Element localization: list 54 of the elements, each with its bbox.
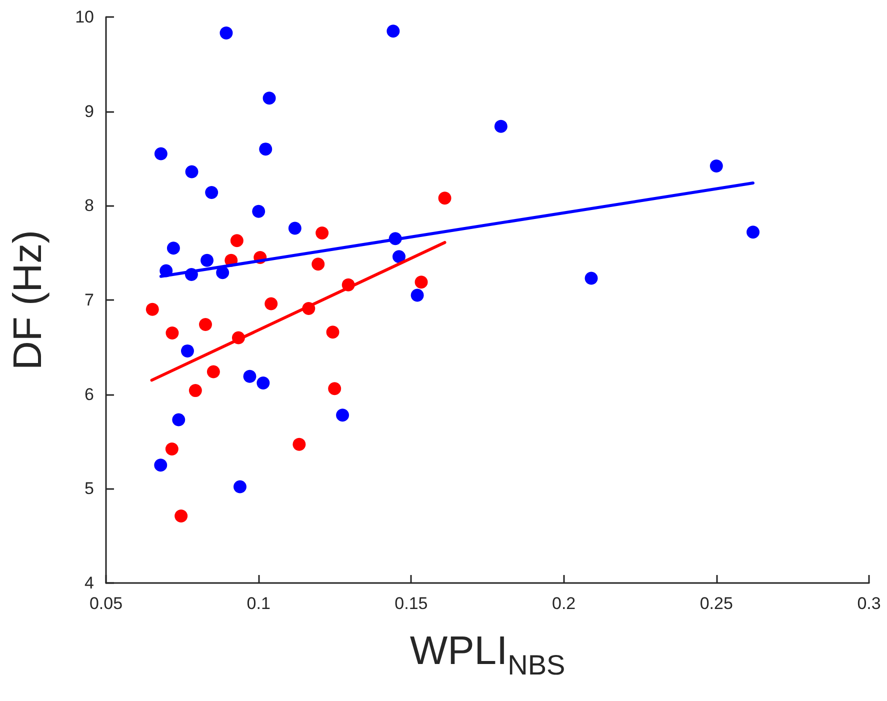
point	[494, 120, 508, 133]
point	[256, 376, 270, 390]
point	[326, 326, 340, 339]
point	[262, 92, 276, 105]
point	[220, 26, 233, 40]
point	[438, 192, 452, 205]
point	[386, 24, 400, 38]
x-tick-label: 0.05	[89, 594, 123, 613]
point	[264, 297, 278, 310]
point	[185, 165, 198, 178]
point	[165, 442, 178, 456]
point	[154, 458, 168, 472]
y-axis-title: DF (Hz)	[6, 230, 50, 370]
point	[252, 204, 266, 218]
point	[154, 147, 168, 160]
point	[188, 384, 202, 398]
point	[200, 254, 214, 267]
point	[316, 226, 329, 240]
point	[312, 258, 325, 271]
point	[336, 408, 350, 422]
y-tick-label: 10	[75, 8, 94, 26]
point	[166, 242, 180, 255]
point	[146, 302, 159, 316]
x-tick-label: 0.15	[394, 594, 428, 613]
point	[259, 142, 272, 156]
x-tick-label: 0.2	[552, 594, 576, 613]
point	[410, 288, 424, 302]
point	[292, 438, 306, 451]
point	[288, 222, 302, 235]
point	[199, 318, 212, 332]
point	[746, 226, 760, 239]
x-tick-label: 0.25	[700, 594, 733, 613]
point	[710, 160, 723, 173]
point	[414, 276, 428, 289]
x-tick-label: 0.3	[857, 594, 881, 613]
y-tick-label: 7	[84, 290, 94, 310]
x-tick-label: 0.1	[246, 594, 270, 613]
point	[233, 480, 246, 494]
point	[206, 365, 220, 378]
y-tick-label: 6	[84, 384, 94, 404]
y-tick-label: 5	[84, 479, 94, 498]
y-tick-label: 9	[84, 102, 94, 121]
point	[243, 370, 256, 383]
point	[392, 250, 406, 264]
point	[584, 272, 598, 285]
point	[174, 510, 188, 523]
point	[230, 234, 244, 248]
y-tick-label: 8	[84, 196, 94, 216]
y-tick-label: 4	[84, 574, 94, 592]
point	[205, 186, 218, 199]
point	[181, 344, 194, 358]
point	[172, 413, 186, 426]
point	[166, 326, 179, 340]
point	[328, 382, 342, 396]
